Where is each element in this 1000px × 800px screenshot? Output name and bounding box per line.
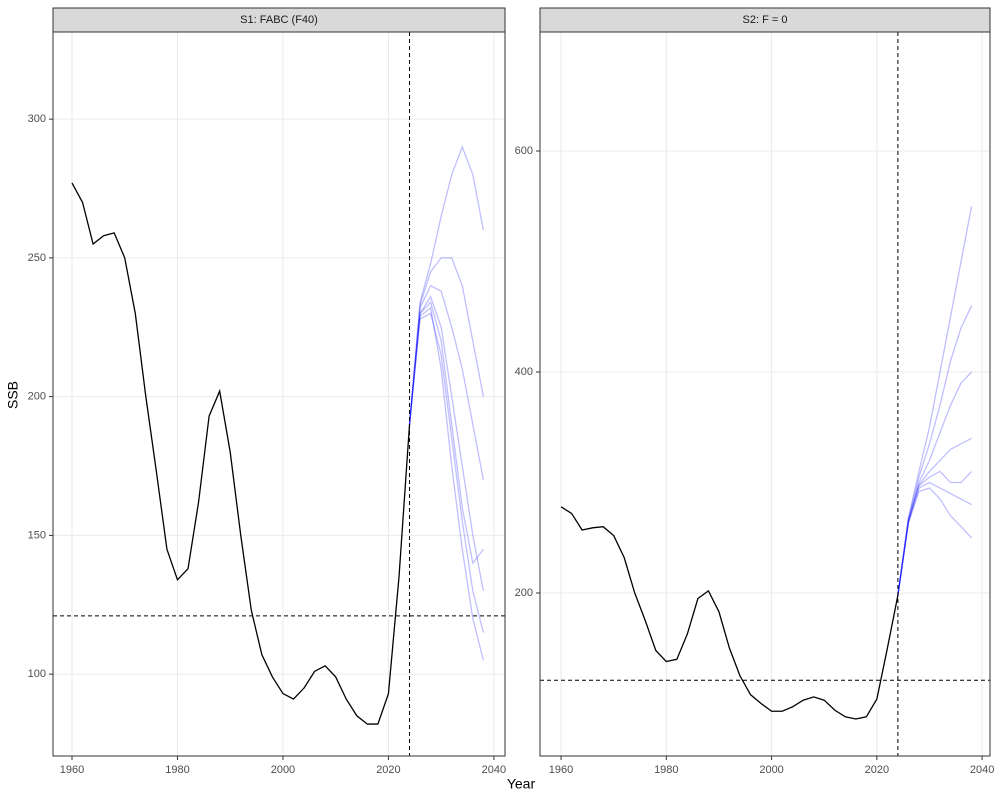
series-line: [408, 257, 485, 425]
x-tick-label: 1960: [549, 764, 573, 776]
x-tick-label: 2000: [759, 764, 783, 776]
y-tick-label: 300: [28, 113, 46, 125]
series-line: [408, 301, 484, 565]
panel-border: [52, 31, 506, 757]
series-line: [897, 305, 973, 596]
y-tick-label: 100: [28, 668, 46, 680]
series-line: [897, 470, 973, 596]
panel-border: [539, 31, 991, 757]
series-line: [71, 182, 411, 725]
series-line: [408, 306, 485, 661]
y-tick-label: 600: [515, 145, 533, 157]
y-tick-label: 250: [28, 252, 46, 264]
x-tick-label: 2040: [970, 764, 994, 776]
x-tick-label: 1980: [654, 764, 678, 776]
series-line: [897, 206, 973, 596]
x-tick-label: 1980: [165, 764, 189, 776]
series-line: [408, 295, 485, 592]
x-tick-label: 2020: [865, 764, 889, 776]
y-axis-title: SSB: [5, 381, 21, 409]
y-tick-label: 150: [28, 529, 46, 541]
x-tick-label: 2000: [271, 764, 295, 776]
strip-title: S1: FABC (F40): [240, 14, 318, 26]
series-line: [897, 437, 972, 596]
y-tick-label: 200: [515, 587, 533, 599]
strip: [52, 7, 506, 33]
x-tick-label: 2040: [482, 764, 506, 776]
series-line: [897, 487, 973, 596]
series-line: [560, 506, 899, 720]
series-line: [897, 371, 973, 596]
strip-title: S2: F = 0: [743, 14, 788, 26]
series-line: [408, 145, 485, 425]
x-tick-label: 1960: [60, 764, 84, 776]
x-axis-title: Year: [507, 776, 536, 792]
x-tick-label: 2020: [376, 764, 400, 776]
series-line: [408, 312, 485, 633]
y-tick-label: 200: [28, 391, 46, 403]
y-tick-label: 400: [515, 366, 533, 378]
series-line: [408, 284, 485, 481]
series-line: [897, 481, 972, 596]
